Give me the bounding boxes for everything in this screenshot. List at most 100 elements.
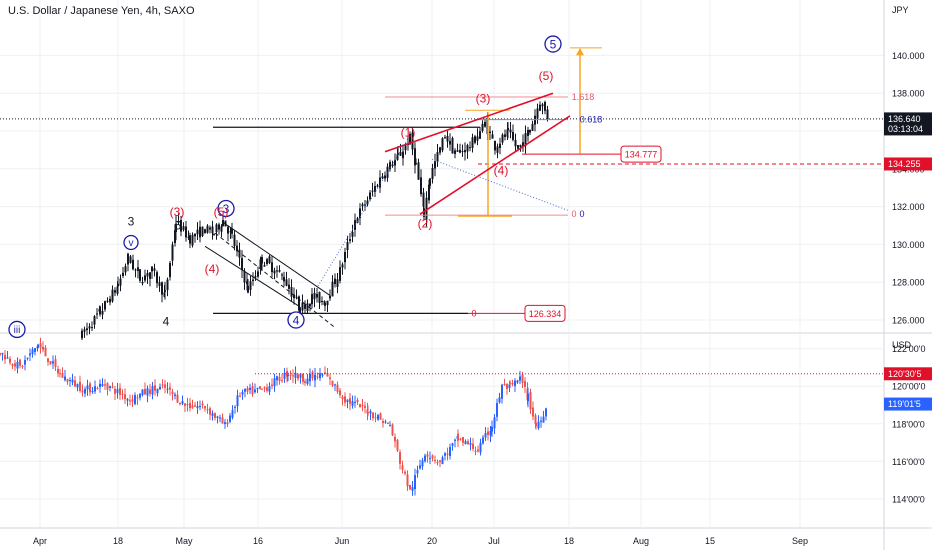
candle-body [131, 399, 134, 402]
candle-body [124, 266, 127, 273]
candle-body [489, 430, 492, 436]
candle-body [539, 104, 541, 111]
candle-body [271, 262, 273, 273]
candle-body [239, 395, 241, 397]
candle-body [174, 394, 176, 396]
candle-body [151, 386, 154, 395]
candle-body [369, 192, 371, 200]
level-box-label: 126.334 [529, 309, 562, 319]
candle-body [371, 190, 374, 192]
candle-body [24, 359, 26, 365]
candle-body [389, 425, 391, 427]
candle-body [124, 394, 126, 400]
candle-body [221, 417, 224, 424]
price-tick: 140.000 [892, 51, 925, 61]
wave-circle [544, 35, 562, 53]
candle-body [185, 226, 187, 238]
candle-body [132, 259, 134, 270]
candle-body [479, 131, 481, 139]
candle-body [42, 346, 44, 350]
candle-body [241, 258, 243, 271]
candle-body [487, 431, 489, 435]
candle-body [374, 186, 376, 192]
candle-body [59, 373, 61, 375]
wave-label: 3 [128, 215, 135, 229]
candle-body [273, 378, 276, 387]
candle-body [194, 233, 196, 237]
level-price-tag-box [884, 367, 932, 381]
candle-body [11, 364, 14, 366]
last-price-tag-box [884, 112, 932, 136]
candle-body [522, 142, 524, 147]
candle-body [379, 413, 382, 420]
upper-candles [81, 100, 549, 340]
candle-body [469, 147, 471, 149]
wave-label: (5) [539, 69, 554, 83]
wave-label: v [129, 238, 134, 249]
price-tick: 126.000 [892, 316, 925, 326]
candle-body [356, 399, 359, 403]
candle-body [364, 204, 366, 206]
candle-body [266, 387, 268, 391]
candle-body [196, 229, 199, 235]
candle-body [273, 270, 276, 274]
wave-label: (3) [170, 205, 185, 219]
candle-body [220, 226, 223, 232]
candle-body [268, 386, 271, 392]
candle-body [404, 145, 407, 151]
candle-body [211, 413, 214, 416]
candle-body [416, 470, 419, 474]
candle-body [249, 281, 252, 290]
fib-label: 0 [471, 308, 476, 318]
candle-body [169, 262, 171, 278]
candle-body [509, 382, 511, 385]
candle-body [469, 443, 472, 445]
candle-body [299, 307, 301, 314]
candle-body [349, 239, 351, 241]
candle-body [209, 408, 211, 415]
candle-body [511, 382, 514, 385]
wedge-lower [419, 115, 571, 215]
price-tick: 130.000 [892, 240, 925, 250]
candle-body [451, 443, 454, 446]
candle-body [116, 389, 119, 393]
candle-body [156, 388, 159, 394]
candle-body [457, 433, 459, 441]
candle-body [224, 422, 226, 424]
candle-body [93, 316, 96, 325]
candle-body [176, 394, 179, 403]
candle-body [344, 251, 346, 263]
candle-body [540, 420, 542, 422]
candle-body [81, 390, 84, 393]
candle-body [111, 386, 114, 388]
candle-body [21, 366, 24, 368]
wave-label: (4) [494, 163, 509, 177]
candle-body [441, 457, 444, 465]
time-tick: Aug [633, 536, 649, 546]
candle-body [139, 269, 141, 281]
time-tick: 16 [253, 536, 263, 546]
candle-body [449, 140, 451, 145]
candle-body [529, 130, 531, 133]
candle-body [286, 370, 288, 377]
candle-body [175, 223, 177, 233]
candle-body [201, 403, 204, 406]
candle-body [316, 293, 318, 298]
candle-body [374, 417, 377, 419]
candle-body [419, 465, 421, 469]
candle-body [246, 387, 249, 392]
wave-label: (2) [418, 216, 433, 230]
candle-body [456, 150, 459, 152]
candle-body [91, 327, 93, 329]
candle-body [477, 449, 479, 452]
level-box-label: 134.777 [625, 150, 658, 160]
candle-body [384, 421, 387, 423]
candle-body [229, 415, 231, 422]
candle-body [0, 352, 1, 355]
candle-body [311, 294, 313, 305]
candle-body [516, 380, 519, 383]
wave-circle [8, 320, 26, 339]
candle-body [384, 175, 386, 179]
candle-body [501, 384, 503, 399]
